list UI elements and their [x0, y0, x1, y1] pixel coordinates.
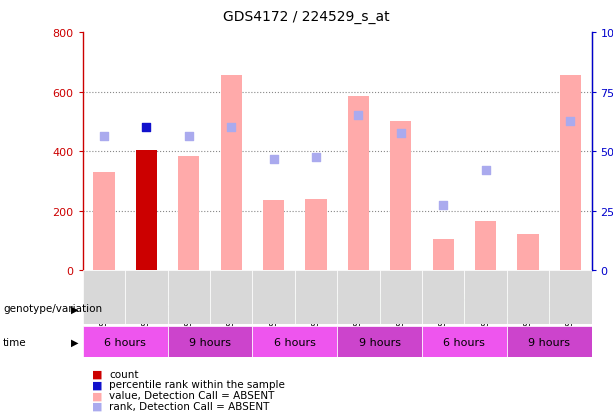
- Bar: [83, 326, 167, 357]
- Bar: [475, 221, 496, 271]
- Bar: [210, 271, 253, 324]
- Bar: [517, 235, 539, 271]
- Bar: [348, 97, 369, 271]
- Bar: [422, 271, 464, 324]
- Bar: [253, 326, 337, 357]
- Bar: [83, 271, 125, 324]
- Bar: [337, 271, 379, 324]
- Point: [565, 119, 575, 126]
- Bar: [549, 271, 592, 324]
- Text: 9 hours: 9 hours: [189, 337, 231, 347]
- Point: [311, 154, 321, 161]
- Point: [438, 202, 448, 209]
- Text: PR2VR (cleavage resistant
mutant): PR2VR (cleavage resistant mutant): [438, 298, 576, 320]
- Bar: [390, 122, 411, 271]
- Bar: [422, 293, 592, 324]
- Bar: [253, 271, 295, 324]
- Point: [354, 113, 364, 119]
- Bar: [178, 156, 199, 271]
- Text: rank, Detection Call = ABSENT: rank, Detection Call = ABSENT: [109, 401, 270, 411]
- Text: ▶: ▶: [71, 304, 78, 314]
- Text: count: count: [109, 369, 139, 379]
- Bar: [253, 293, 422, 324]
- Point: [396, 131, 406, 137]
- Bar: [125, 271, 167, 324]
- Bar: [135, 150, 157, 271]
- Text: value, Detection Call = ABSENT: value, Detection Call = ABSENT: [109, 390, 275, 400]
- Point: [184, 134, 194, 140]
- Text: ■: ■: [92, 380, 102, 389]
- Bar: [83, 293, 253, 324]
- Text: control: control: [150, 304, 186, 314]
- Text: (PML-RAR)α: (PML-RAR)α: [307, 304, 367, 314]
- Bar: [379, 271, 422, 324]
- Text: ▶: ▶: [71, 337, 78, 347]
- Bar: [464, 271, 507, 324]
- Bar: [305, 199, 327, 271]
- Text: 6 hours: 6 hours: [274, 337, 316, 347]
- Bar: [93, 173, 115, 271]
- Text: ■: ■: [92, 369, 102, 379]
- Point: [481, 168, 490, 174]
- Bar: [422, 326, 507, 357]
- Point: [268, 156, 278, 162]
- Bar: [167, 271, 210, 324]
- Text: ■: ■: [92, 390, 102, 400]
- Bar: [560, 76, 581, 271]
- Bar: [507, 326, 592, 357]
- Bar: [433, 240, 454, 271]
- Bar: [263, 201, 284, 271]
- Text: 6 hours: 6 hours: [104, 337, 146, 347]
- Text: 9 hours: 9 hours: [528, 337, 570, 347]
- Bar: [167, 326, 253, 357]
- Text: time: time: [3, 337, 27, 347]
- Text: ■: ■: [92, 401, 102, 411]
- Bar: [221, 76, 242, 271]
- Text: GDS4172 / 224529_s_at: GDS4172 / 224529_s_at: [223, 10, 390, 24]
- Text: 6 hours: 6 hours: [443, 337, 485, 347]
- Bar: [507, 271, 549, 324]
- Point: [99, 134, 109, 140]
- Bar: [295, 271, 337, 324]
- Point: [142, 125, 151, 131]
- Text: percentile rank within the sample: percentile rank within the sample: [109, 380, 285, 389]
- Bar: [337, 326, 422, 357]
- Text: 9 hours: 9 hours: [359, 337, 400, 347]
- Point: [226, 125, 236, 131]
- Text: genotype/variation: genotype/variation: [3, 304, 102, 314]
